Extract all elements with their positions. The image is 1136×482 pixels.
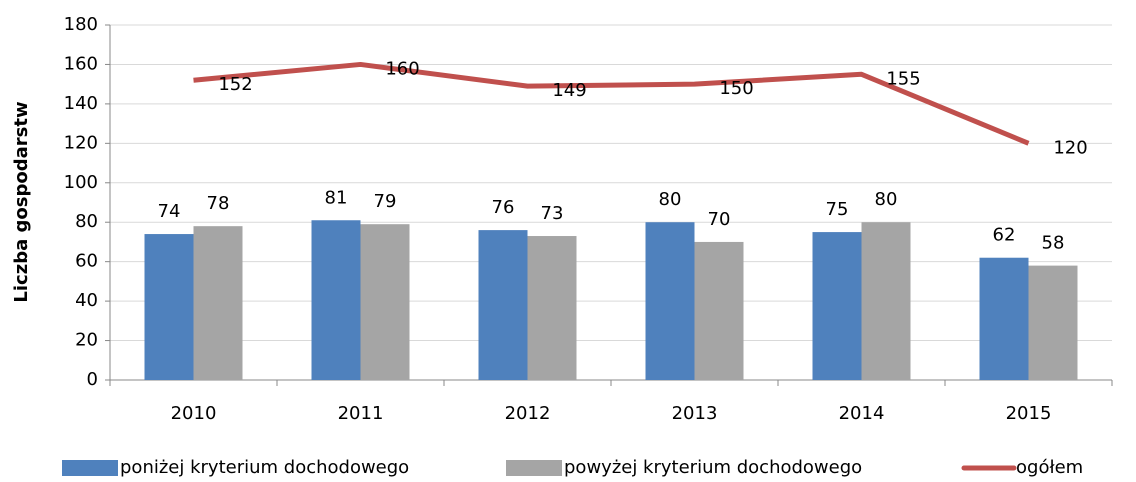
- y-tick-label: 20: [75, 330, 98, 351]
- legend-swatch: [506, 460, 562, 476]
- data-label: 160: [385, 58, 419, 79]
- x-tick-label: 2011: [338, 403, 384, 424]
- bar: [645, 222, 695, 380]
- y-tick-label: 60: [75, 251, 98, 272]
- bar: [1028, 265, 1078, 380]
- legend-label: ogółem: [1016, 457, 1083, 478]
- legend-label: powyżej kryterium dochodowego: [564, 457, 862, 478]
- bar: [311, 220, 361, 380]
- y-tick-label: 100: [64, 172, 98, 193]
- bar: [979, 257, 1029, 380]
- line: [193, 61, 1030, 146]
- bar: [527, 236, 577, 380]
- bar: [812, 232, 862, 380]
- x-tick-label: 2015: [1006, 403, 1052, 424]
- data-label: 81: [325, 187, 348, 208]
- data-label: 120: [1053, 137, 1087, 158]
- legend-label: poniżej kryterium dochodowego: [120, 457, 409, 478]
- data-label: 80: [659, 189, 682, 210]
- y-tick-label: 160: [64, 53, 98, 74]
- data-label: 149: [552, 80, 586, 101]
- bar: [144, 234, 194, 380]
- bar: [694, 241, 744, 380]
- y-tick-label: 40: [75, 290, 98, 311]
- data-label: 74: [158, 201, 181, 222]
- y-tick-label: 80: [75, 211, 98, 232]
- data-label: 62: [993, 225, 1016, 246]
- data-label: 58: [1042, 233, 1065, 254]
- y-tick-label: 120: [64, 132, 98, 153]
- bar: [861, 222, 911, 380]
- y-tick-label: 0: [87, 369, 98, 390]
- data-label: 70: [708, 209, 731, 230]
- y-tick-label: 140: [64, 93, 98, 114]
- data-label: 79: [374, 191, 397, 212]
- data-label: 80: [875, 189, 898, 210]
- bar: [360, 224, 410, 380]
- x-tick-label: 2010: [171, 403, 217, 424]
- x-tick-label: 2012: [505, 403, 551, 424]
- x-tick-label: 2014: [839, 403, 885, 424]
- bar: [478, 230, 528, 380]
- bar: [193, 226, 243, 380]
- data-label: 75: [826, 199, 849, 220]
- data-label: 152: [218, 74, 252, 95]
- data-label: 78: [207, 193, 230, 214]
- data-label: 155: [886, 68, 920, 89]
- data-label: 73: [541, 203, 564, 224]
- legend-swatch: [62, 460, 118, 476]
- data-label: 150: [719, 78, 753, 99]
- data-label: 76: [492, 197, 515, 218]
- x-tick-label: 2013: [672, 403, 718, 424]
- y-axis-label: Liczba gospodarstw: [11, 101, 32, 302]
- y-tick-label: 180: [64, 14, 98, 35]
